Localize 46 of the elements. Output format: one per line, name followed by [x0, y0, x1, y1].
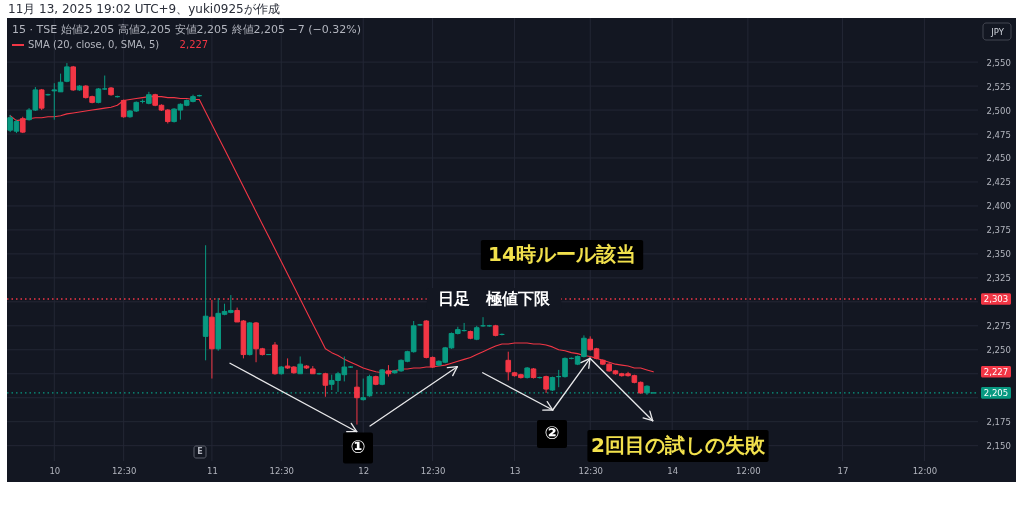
- x-tick-label: 12:30: [111, 465, 137, 476]
- annotation: 2,227: [179, 39, 209, 50]
- y-tick-label: 2,475: [986, 129, 1011, 140]
- y-tick-label: 2,175: [986, 417, 1011, 428]
- annotation: 14時ルール該当: [488, 242, 636, 266]
- ref-line-label: 2,205: [983, 387, 1009, 398]
- ref-line-label: 2,303: [983, 293, 1009, 304]
- x-tick-label: 12:30: [578, 465, 603, 476]
- y-tick-label: 2,250: [986, 345, 1011, 356]
- x-tick-label: 17: [837, 465, 849, 476]
- annotation: ②: [544, 422, 560, 444]
- x-tick-label: 12:00: [736, 465, 761, 476]
- candlestick: [360, 378, 367, 402]
- y-axis-title: JPY: [990, 27, 1005, 37]
- y-tick-label: 2,450: [986, 153, 1011, 164]
- x-tick-label: 12:30: [269, 465, 295, 476]
- y-tick-label: 2,525: [986, 81, 1011, 92]
- y-tick-label: 2,325: [986, 273, 1011, 284]
- annotation: E: [197, 447, 203, 456]
- candlestick: [354, 369, 360, 426]
- y-tick-label: 2,350: [986, 249, 1011, 260]
- x-tick-label: 12:00: [912, 465, 938, 476]
- y-tick-label: 2,500: [986, 105, 1011, 116]
- x-tick-label: 10: [49, 465, 61, 476]
- text: 11月 13, 2025 19:02 UTC+9、yuki0925が作成: [8, 2, 280, 16]
- x-tick-label: 13: [509, 465, 521, 476]
- line-series: [9, 96, 654, 374]
- annotation: 2回目の試しの失敗: [591, 433, 766, 458]
- y-tick-label: 2,550: [986, 57, 1011, 68]
- legend-label: SMA (20, close, 0, SMA, 5): [28, 39, 160, 50]
- candlestick: [505, 351, 512, 381]
- x-tick-label: 12: [358, 465, 370, 476]
- y-tick-label: 2,150: [986, 441, 1011, 452]
- annotation: 日足 極値下限: [438, 289, 551, 308]
- candlestick: [202, 244, 209, 361]
- y-tick-label: 2,425: [986, 177, 1011, 188]
- x-tick-label: 14: [667, 465, 679, 476]
- y-tick-label: 2,275: [986, 321, 1011, 332]
- x-tick-label: 11: [207, 465, 218, 476]
- y-tick-label: 2,375: [986, 225, 1011, 236]
- y-tick-label: 2,400: [986, 201, 1011, 212]
- x-tick-label: 12:30: [420, 465, 446, 476]
- text: 15 · TSE 始値2,205 高値2,205 安値2,205 終値2,205 −7 (−0.32%): [12, 23, 362, 36]
- candlestick: [70, 65, 76, 92]
- annotation: ①: [350, 436, 366, 457]
- annotation: 2,227: [983, 366, 1009, 377]
